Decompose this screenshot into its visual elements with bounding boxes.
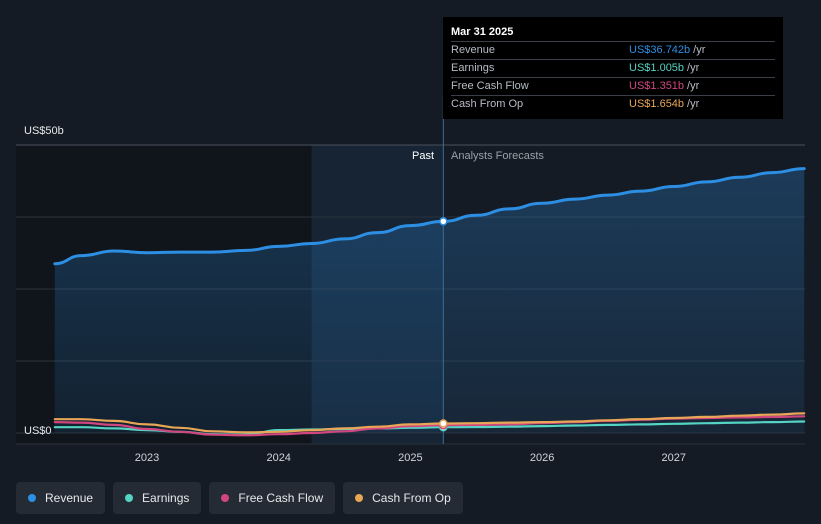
past-label: Past [412, 150, 435, 162]
legend-label: Cash From Op [372, 491, 451, 505]
revenue-line [53, 167, 806, 266]
tooltip-label: Earnings [451, 62, 495, 74]
tooltip-row: Cash From Op US$1.654b/yr [451, 95, 775, 113]
tooltip-row: Earnings US$1.005b/yr [451, 59, 775, 77]
legend-dot-icon [221, 494, 230, 502]
tooltip-row: Free Cash Flow US$1.351b/yr [451, 77, 775, 95]
tooltip-label: Revenue [451, 44, 496, 56]
legend-dot-icon [355, 494, 364, 502]
revenue-point [439, 217, 448, 226]
tooltip-label: Free Cash Flow [451, 80, 529, 92]
tooltip-label: Cash From Op [451, 98, 524, 110]
tooltip-unit: /yr [687, 62, 700, 74]
legend-item-cash-from-op[interactable]: Cash From Op [343, 482, 463, 514]
x-tick-label: 2023 [135, 452, 159, 464]
tooltip-value: US$36.742b [629, 44, 691, 56]
tooltip-row: Revenue US$36.742b/yr [451, 41, 775, 59]
x-tick-label: 2025 [398, 452, 422, 464]
legend-label: Free Cash Flow [238, 491, 324, 505]
legend-label: Earnings [142, 491, 190, 505]
forecast-label: Analysts Forecasts [451, 150, 544, 162]
tooltip-unit: /yr [687, 80, 700, 92]
tooltip-value: US$1.005b [629, 62, 685, 74]
tooltip-value: US$1.654b [629, 98, 685, 110]
tooltip-date: Mar 31 2025 [451, 26, 514, 38]
cash-from-op-line [53, 412, 806, 434]
y-axis-zero-label: US$0 [24, 425, 52, 437]
legend-label: Revenue [45, 491, 94, 505]
cash-from-op-point [439, 419, 448, 428]
legend-dot-icon [28, 494, 36, 502]
tooltip-value: US$1.351b [629, 80, 685, 92]
legend-item-revenue[interactable]: Revenue [16, 482, 106, 514]
x-tick-label: 2027 [662, 452, 686, 464]
legend-dot-icon [125, 494, 134, 502]
revenue-area [54, 168, 805, 433]
tooltip-unit: /yr [687, 98, 700, 110]
legend-item-earnings[interactable]: Earnings [113, 482, 202, 514]
data-tooltip: Mar 31 2025 Revenue US$36.742b/yr Earnings… [443, 17, 783, 119]
chart-legend: Revenue Earnings Free Cash Flow Cash From O… [16, 482, 463, 514]
tooltip-unit: /yr [693, 44, 706, 56]
legend-item-free-cash-flow[interactable]: Free Cash Flow [209, 482, 336, 514]
y-axis-top-label: US$50b [24, 125, 64, 137]
x-tick-label: 2026 [530, 452, 554, 464]
x-tick-label: 2024 [266, 452, 290, 464]
